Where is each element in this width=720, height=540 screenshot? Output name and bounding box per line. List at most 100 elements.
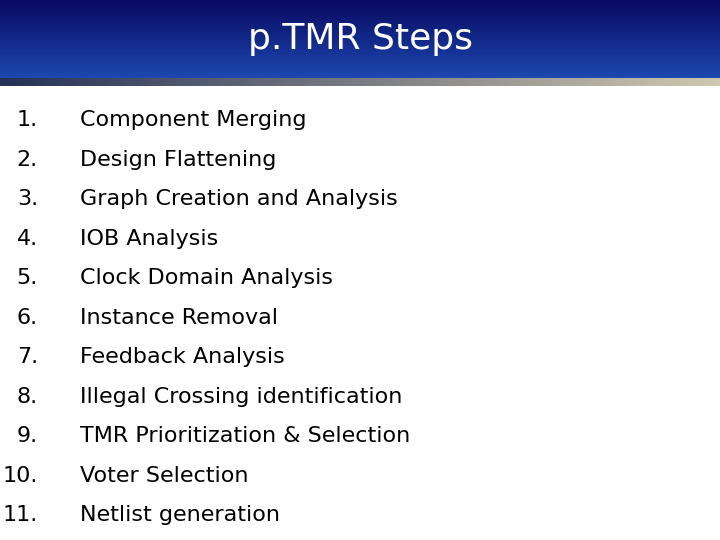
Bar	[25, 78, 29, 86]
Bar	[673, 78, 677, 86]
Bar	[151, 78, 155, 86]
Bar	[493, 78, 497, 86]
Bar	[0, 42, 720, 43]
Bar	[0, 66, 720, 68]
Bar	[536, 78, 540, 86]
Bar	[220, 78, 223, 86]
Bar	[0, 9, 720, 10]
Bar	[468, 78, 472, 86]
Bar	[259, 78, 263, 86]
Bar	[0, 15, 720, 16]
Text: 11.: 11.	[3, 505, 38, 525]
Bar	[558, 78, 562, 86]
Bar	[0, 43, 720, 44]
Bar	[0, 38, 720, 39]
Bar	[0, 10, 720, 11]
Bar	[0, 64, 720, 65]
Bar	[457, 78, 461, 86]
Bar	[302, 78, 306, 86]
Bar	[356, 78, 360, 86]
Bar	[65, 78, 68, 86]
Text: 10.: 10.	[3, 465, 38, 485]
Bar	[461, 78, 464, 86]
Bar	[119, 78, 122, 86]
Bar	[0, 31, 720, 32]
Bar	[623, 78, 626, 86]
Bar	[0, 36, 720, 37]
Bar	[0, 45, 720, 46]
Bar	[684, 78, 688, 86]
Bar	[144, 78, 148, 86]
Bar	[583, 78, 587, 86]
Bar	[418, 78, 421, 86]
Bar	[0, 58, 720, 59]
Bar	[126, 78, 130, 86]
Bar	[0, 39, 720, 40]
Bar	[0, 25, 720, 26]
Bar	[50, 78, 54, 86]
Bar	[655, 78, 659, 86]
Bar	[0, 77, 720, 78]
Bar	[234, 78, 238, 86]
Bar	[162, 78, 166, 86]
Bar	[0, 53, 720, 55]
Bar	[608, 78, 612, 86]
Bar	[320, 78, 324, 86]
Bar	[0, 2, 720, 3]
Bar	[0, 44, 720, 45]
Bar	[587, 78, 590, 86]
Bar	[0, 68, 720, 69]
Bar	[331, 78, 335, 86]
Bar	[0, 29, 720, 30]
Bar	[86, 78, 90, 86]
Bar	[695, 78, 698, 86]
Bar	[436, 78, 439, 86]
Bar	[648, 78, 652, 86]
Bar	[612, 78, 616, 86]
Bar	[14, 78, 18, 86]
Bar	[0, 44, 720, 45]
Bar	[108, 78, 112, 86]
Bar	[547, 78, 551, 86]
Bar	[0, 76, 720, 77]
Bar	[0, 65, 720, 66]
Bar	[0, 19, 720, 20]
Bar	[256, 78, 259, 86]
Bar	[680, 78, 684, 86]
Bar	[464, 78, 468, 86]
Bar	[61, 78, 65, 86]
Bar	[0, 52, 720, 53]
Bar	[0, 4, 720, 5]
Bar	[94, 78, 97, 86]
Text: 2.: 2.	[17, 150, 38, 170]
Bar	[0, 1, 720, 2]
Bar	[662, 78, 666, 86]
Bar	[0, 49, 720, 50]
Bar	[0, 14, 720, 15]
Bar	[0, 37, 720, 38]
Bar	[40, 78, 43, 86]
Bar	[515, 78, 518, 86]
Bar	[306, 78, 310, 86]
Text: Graph Creation and Analysis: Graph Creation and Analysis	[80, 190, 397, 210]
Bar	[72, 78, 76, 86]
Bar	[342, 78, 346, 86]
Bar	[0, 51, 720, 52]
Bar	[0, 0, 720, 1]
Bar	[0, 56, 720, 57]
Bar	[0, 28, 720, 29]
Bar	[169, 78, 173, 86]
Bar	[299, 78, 302, 86]
Bar	[371, 78, 374, 86]
Bar	[511, 78, 515, 86]
Bar	[248, 78, 252, 86]
Bar	[133, 78, 137, 86]
Bar	[637, 78, 641, 86]
Bar	[634, 78, 637, 86]
Bar	[504, 78, 508, 86]
Bar	[565, 78, 569, 86]
Bar	[533, 78, 536, 86]
Bar	[79, 78, 83, 86]
Text: Voter Selection: Voter Selection	[80, 465, 248, 485]
Bar	[562, 78, 565, 86]
